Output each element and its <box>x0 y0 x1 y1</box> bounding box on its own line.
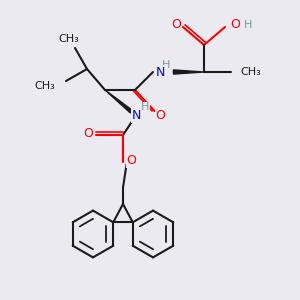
Text: O: O <box>126 154 136 167</box>
Text: CH₃: CH₃ <box>35 80 56 91</box>
Polygon shape <box>173 70 204 74</box>
Text: H: H <box>244 20 253 31</box>
Text: N: N <box>156 65 165 79</box>
Text: O: O <box>172 17 181 31</box>
Text: CH₃: CH₃ <box>241 67 261 77</box>
Text: O: O <box>156 109 165 122</box>
Polygon shape <box>105 90 130 113</box>
Text: O: O <box>84 127 93 140</box>
Text: O: O <box>231 17 240 31</box>
Text: N: N <box>132 109 141 122</box>
Text: CH₃: CH₃ <box>58 34 80 44</box>
Text: H: H <box>141 102 150 112</box>
Text: H: H <box>162 59 171 70</box>
